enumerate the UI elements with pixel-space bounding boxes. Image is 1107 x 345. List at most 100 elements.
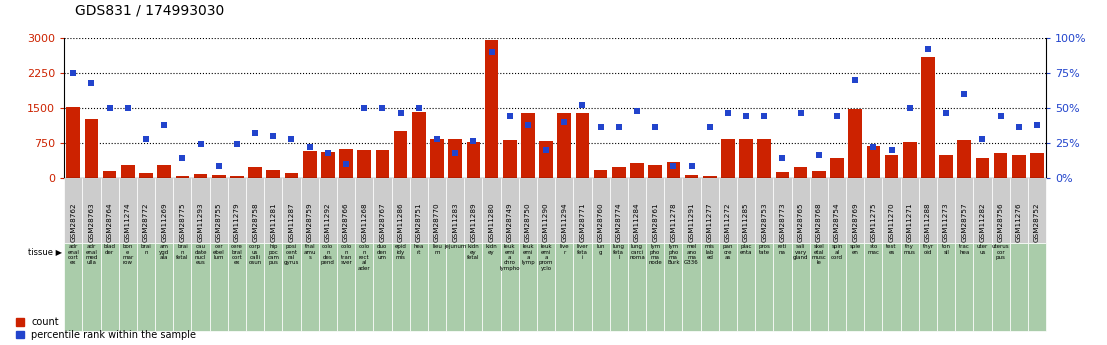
Text: hea
rt: hea rt xyxy=(414,244,424,255)
Point xyxy=(338,161,355,167)
Point xyxy=(265,133,282,138)
Bar xyxy=(339,149,353,178)
Point xyxy=(774,155,792,161)
Bar xyxy=(975,158,990,178)
Text: GSM28774: GSM28774 xyxy=(615,202,622,242)
Text: uterus
cor
pus: uterus cor pus xyxy=(992,244,1010,260)
Bar xyxy=(448,139,462,178)
Text: GSM11294: GSM11294 xyxy=(561,202,567,242)
Text: colo
n
tran
sver: colo n tran sver xyxy=(340,244,352,265)
Text: GSM11288: GSM11288 xyxy=(925,202,931,242)
Text: sali
vary
gland: sali vary gland xyxy=(793,244,808,260)
Text: GSM11287: GSM11287 xyxy=(289,202,294,242)
Text: trac
hea: trac hea xyxy=(959,244,970,255)
Text: GSM28773: GSM28773 xyxy=(779,202,786,242)
Text: brai
n: brai n xyxy=(141,244,152,255)
Point xyxy=(410,105,427,110)
Bar xyxy=(884,155,899,178)
Text: GSM11292: GSM11292 xyxy=(324,202,331,242)
Bar xyxy=(176,176,189,178)
Text: adr
enal
med
ulla: adr enal med ulla xyxy=(85,244,97,265)
Text: am
ygd
ala: am ygd ala xyxy=(159,244,169,260)
Text: thal
amu
s: thal amu s xyxy=(303,244,315,260)
Bar xyxy=(375,150,390,178)
Text: mel
ano
ma
G336: mel ano ma G336 xyxy=(684,244,699,265)
Bar xyxy=(958,140,971,178)
Point xyxy=(137,136,155,141)
Text: GSM28750: GSM28750 xyxy=(525,202,531,242)
Text: kidn
ey
fetal: kidn ey fetal xyxy=(467,244,479,260)
Text: GSM11270: GSM11270 xyxy=(889,202,894,242)
Point xyxy=(174,155,192,161)
Text: GSM28769: GSM28769 xyxy=(852,202,858,242)
Point xyxy=(755,114,773,119)
Text: uter
us: uter us xyxy=(976,244,989,255)
Point xyxy=(301,144,319,150)
Text: GSM11278: GSM11278 xyxy=(671,202,676,242)
Bar xyxy=(666,162,680,178)
Text: spin
al
cord: spin al cord xyxy=(831,244,844,260)
Text: bon
e
mar
row: bon e mar row xyxy=(122,244,134,265)
Text: epid
idy
mis: epid idy mis xyxy=(395,244,406,260)
Text: leuk
emi
a
prom
yclo: leuk emi a prom yclo xyxy=(539,244,554,271)
Bar xyxy=(939,155,953,178)
Bar xyxy=(649,165,662,178)
Bar xyxy=(84,119,99,178)
Text: GSM28762: GSM28762 xyxy=(71,202,76,242)
Point xyxy=(828,114,846,119)
Point xyxy=(483,49,500,55)
Text: lieu
m: lieu m xyxy=(432,244,442,255)
Text: GSM28753: GSM28753 xyxy=(762,202,767,242)
Bar xyxy=(867,147,880,178)
Point xyxy=(246,130,263,136)
Bar xyxy=(1031,154,1044,178)
Text: tissue ▶: tissue ▶ xyxy=(28,247,62,256)
Text: GSM28757: GSM28757 xyxy=(961,202,968,242)
Text: GSM11280: GSM11280 xyxy=(488,202,495,242)
Point xyxy=(155,122,173,127)
Bar xyxy=(211,175,226,178)
Text: GSM11269: GSM11269 xyxy=(162,202,167,242)
Bar xyxy=(576,114,589,178)
Bar xyxy=(539,141,552,178)
Text: GSM11284: GSM11284 xyxy=(634,202,640,242)
Bar xyxy=(921,57,934,178)
Text: GSM11286: GSM11286 xyxy=(397,202,404,242)
Text: GSM28755: GSM28755 xyxy=(216,202,221,242)
Text: thy
mus: thy mus xyxy=(903,244,915,255)
Point xyxy=(101,105,118,110)
Text: GDS831 / 174993030: GDS831 / 174993030 xyxy=(75,3,225,17)
Text: colo
n
des
pend: colo n des pend xyxy=(321,244,334,265)
Text: GSM28754: GSM28754 xyxy=(834,202,840,242)
Bar xyxy=(757,139,772,178)
Bar xyxy=(157,165,172,178)
Bar xyxy=(466,142,480,178)
Text: skel
etal
musc
le: skel etal musc le xyxy=(811,244,826,265)
Point xyxy=(118,105,136,110)
Text: GSM28751: GSM28751 xyxy=(416,202,422,242)
Bar xyxy=(521,114,535,178)
Text: lym
pho
ma
Burk: lym pho ma Burk xyxy=(668,244,680,265)
Bar xyxy=(630,163,644,178)
Text: GSM28770: GSM28770 xyxy=(434,202,439,242)
Bar xyxy=(1012,155,1026,178)
Text: GSM28766: GSM28766 xyxy=(343,202,349,242)
Point xyxy=(592,125,610,130)
Text: GSM28765: GSM28765 xyxy=(798,202,804,242)
Text: GSM11293: GSM11293 xyxy=(197,202,204,242)
Text: leuk
emi
a
chro
lympho: leuk emi a chro lympho xyxy=(499,244,520,271)
Text: hip
poc
cam
pus: hip poc cam pus xyxy=(267,244,279,265)
Text: liver
feta
i: liver feta i xyxy=(577,244,589,260)
Text: cau
date
nucl
eus: cau date nucl eus xyxy=(195,244,207,265)
Text: brai
n
fetal: brai n fetal xyxy=(176,244,188,260)
Text: GSM11275: GSM11275 xyxy=(870,202,877,242)
Point xyxy=(519,122,537,127)
Point xyxy=(319,150,337,155)
Bar xyxy=(612,167,625,178)
Point xyxy=(701,125,718,130)
Point xyxy=(83,80,101,86)
Bar xyxy=(431,139,444,178)
Text: GSM28761: GSM28761 xyxy=(652,202,659,242)
Point xyxy=(428,136,446,141)
Text: pros
tate: pros tate xyxy=(758,244,770,255)
